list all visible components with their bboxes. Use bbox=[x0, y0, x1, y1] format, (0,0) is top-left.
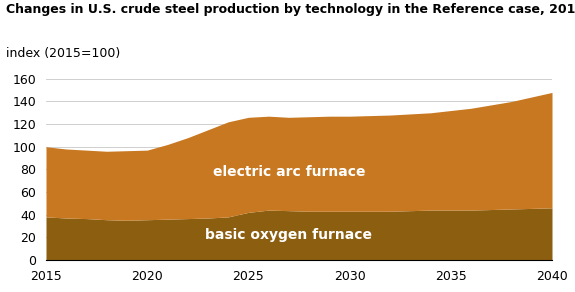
Text: electric arc furnace: electric arc furnace bbox=[213, 165, 365, 179]
Text: Changes in U.S. crude steel production by technology in the Reference case, 2015: Changes in U.S. crude steel production b… bbox=[6, 3, 575, 16]
Text: index (2015=100): index (2015=100) bbox=[6, 47, 120, 60]
Text: basic oxygen furnace: basic oxygen furnace bbox=[205, 228, 373, 242]
